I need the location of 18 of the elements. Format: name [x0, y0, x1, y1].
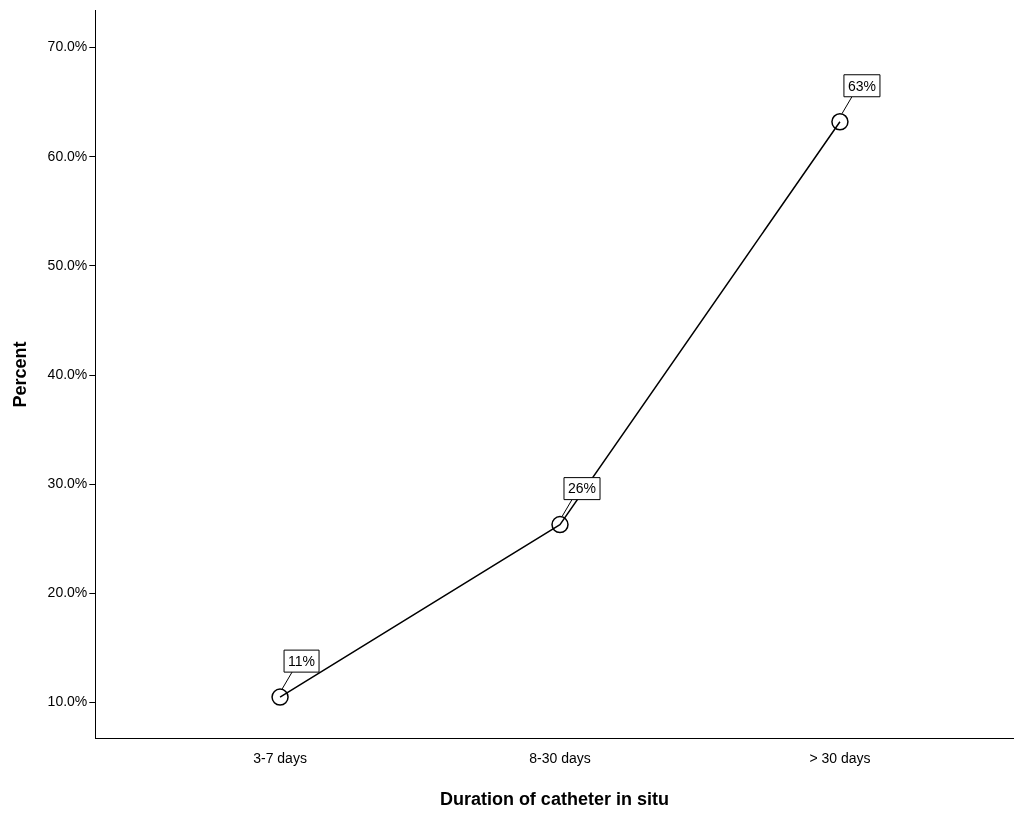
y-tick-label: 40.0% — [47, 365, 88, 382]
data-label: 11% — [288, 652, 316, 669]
x-axis-title: Duration of catheter in situ — [439, 789, 669, 810]
point — [551, 515, 569, 534]
data-label: 26% — [568, 480, 597, 497]
y-axis-title: Percent — [9, 341, 30, 408]
y-tick-label: 20.0% — [47, 584, 88, 601]
point — [831, 113, 849, 131]
point — [271, 688, 289, 706]
x-tick-label: 8-30 days — [529, 749, 591, 766]
x-tick-label: 3-7 days — [253, 749, 307, 766]
y-tick-label: 50.0% — [47, 256, 88, 273]
y-tick-label: 10.0% — [47, 693, 88, 710]
y-tick-label: 60.0% — [47, 147, 88, 164]
x-tick-label: > 30 days — [809, 749, 871, 766]
y-tick-label: 70.0% — [47, 38, 88, 55]
y-tick-label: 30.0% — [47, 475, 88, 492]
data-label: 63% — [847, 77, 876, 94]
